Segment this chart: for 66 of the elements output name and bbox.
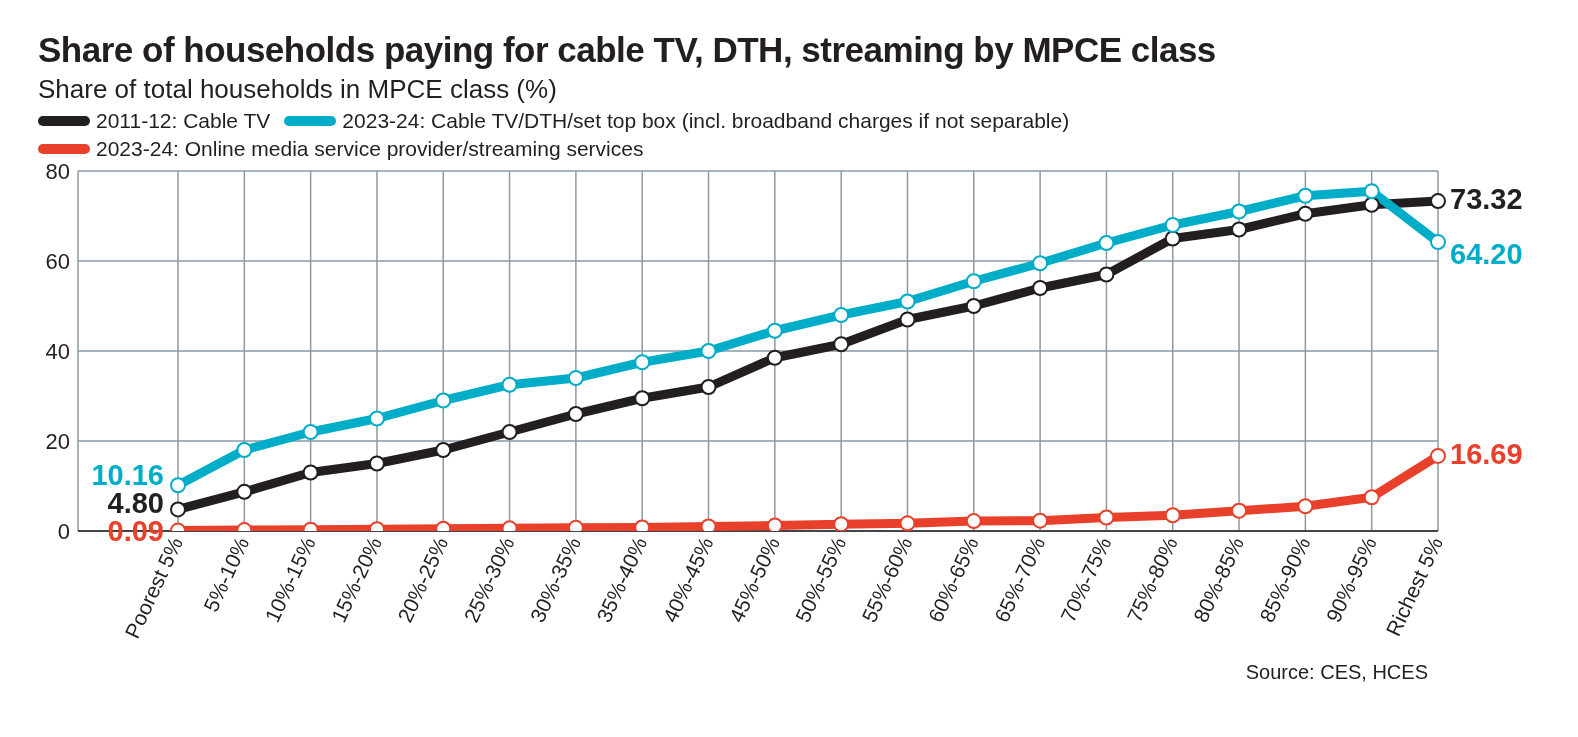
point: [1231, 203, 1248, 220]
point: [833, 516, 850, 531]
legend-label: 2011-12: Cable TV: [96, 109, 271, 133]
point: [766, 322, 783, 339]
point: [1032, 512, 1049, 529]
point: [501, 376, 518, 393]
y-tick-label: 20: [45, 428, 70, 454]
chart-title: Share of households paying for cable TV, DTH, streaming by MPCE class: [38, 30, 1217, 70]
point: [1231, 502, 1248, 519]
point: [1297, 187, 1314, 204]
point: [1164, 217, 1181, 233]
point: [700, 343, 717, 359]
point: [1363, 489, 1380, 506]
point: [965, 273, 982, 290]
point: [170, 501, 186, 518]
point: [236, 483, 253, 500]
legend-label: 2023-24: Cable TV/DTH/set top box (incl. broadband charges if not separable): [342, 109, 1070, 133]
point: [1363, 183, 1380, 200]
point: [766, 517, 783, 531]
point: [833, 307, 850, 323]
point: [766, 349, 783, 366]
point: [833, 336, 850, 353]
y-tick-label: 60: [45, 248, 70, 274]
point: [236, 442, 253, 458]
point: [899, 293, 916, 310]
point: [1032, 280, 1049, 296]
point: [567, 406, 584, 422]
point: [302, 464, 319, 481]
point: [965, 513, 982, 530]
point: [368, 455, 385, 472]
point: [1098, 235, 1115, 251]
point: [1231, 221, 1248, 238]
data-label: 73.32: [1450, 183, 1523, 216]
point: [302, 424, 319, 440]
data-label: 64.20: [1450, 238, 1523, 271]
point: [1430, 193, 1446, 210]
point: [1098, 509, 1115, 526]
y-tick-label: 40: [45, 338, 70, 364]
legend-label: 2023-24: Online media service provider/streaming services: [96, 137, 644, 161]
point: [1297, 205, 1314, 222]
point: [1098, 266, 1115, 283]
point: [435, 442, 452, 458]
point: [634, 390, 651, 407]
point: [965, 298, 982, 314]
point: [1430, 234, 1446, 251]
point: [170, 477, 186, 494]
y-tick-label: 80: [45, 158, 70, 184]
point: [1164, 230, 1181, 247]
point: [899, 311, 916, 328]
point: [1430, 447, 1446, 464]
point: [435, 392, 452, 409]
point: [899, 515, 916, 531]
point: [1164, 507, 1181, 524]
data-label: 16.69: [1450, 437, 1523, 470]
chart-subtitle: Share of total households in MPCE class (%): [38, 74, 558, 105]
point: [501, 424, 518, 440]
point: [700, 518, 717, 531]
point: [700, 379, 717, 395]
point: [567, 370, 584, 386]
source-note: Source: CES, HCES: [1244, 661, 1428, 684]
point: [1297, 498, 1314, 515]
y-tick-label: 0: [57, 518, 70, 544]
point: [368, 410, 385, 427]
point: [634, 354, 651, 371]
point: [1032, 255, 1049, 272]
point: [1363, 196, 1380, 213]
